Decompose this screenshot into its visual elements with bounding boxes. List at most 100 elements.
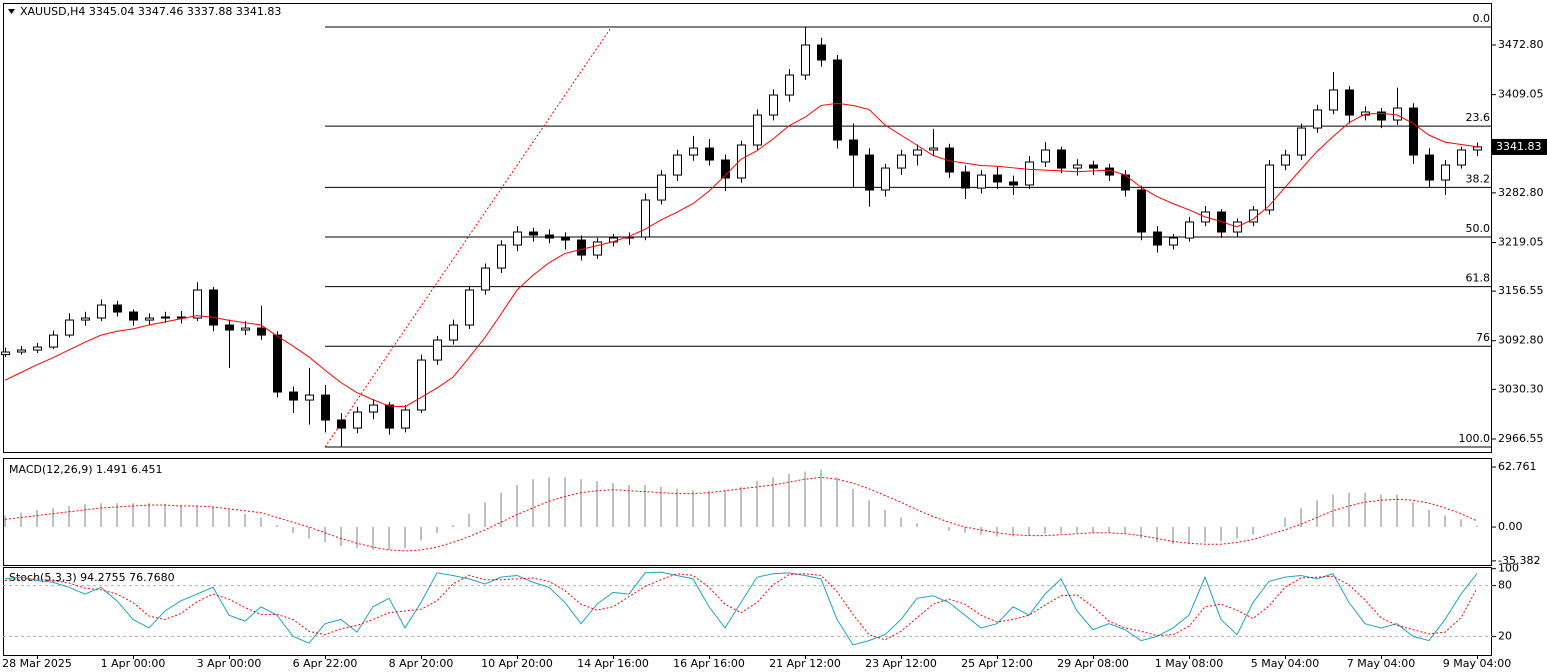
candle-body bbox=[193, 289, 202, 319]
candle-body bbox=[897, 154, 906, 169]
candle-body bbox=[929, 147, 938, 151]
candle-body bbox=[801, 44, 810, 76]
candle-body bbox=[1409, 107, 1418, 156]
candle-body bbox=[1425, 154, 1434, 181]
y-tick-label: 0.00 bbox=[1498, 520, 1523, 533]
candle-body bbox=[673, 154, 682, 176]
stoch-line bbox=[4, 573, 1478, 641]
candle-body bbox=[97, 304, 106, 319]
price-panel bbox=[3, 3, 1492, 453]
candle-body bbox=[977, 174, 986, 189]
candle-body bbox=[577, 239, 586, 256]
macd-panel bbox=[3, 458, 1492, 566]
x-tick-label: 29 Apr 08:00 bbox=[1057, 657, 1129, 670]
candle-body bbox=[257, 327, 266, 336]
candle-body bbox=[993, 174, 1002, 183]
x-tick-label: 9 May 04:00 bbox=[1443, 657, 1511, 670]
candle-body bbox=[1265, 164, 1274, 211]
y-tick-label: 3092.80 bbox=[1498, 334, 1544, 347]
trendline bbox=[324, 26, 612, 448]
candle-body bbox=[1153, 231, 1162, 246]
fib-label: 38.2 bbox=[1466, 172, 1491, 185]
candle-body bbox=[769, 94, 778, 116]
candle-body bbox=[433, 339, 442, 361]
candle-body bbox=[817, 44, 826, 61]
candle-body bbox=[145, 317, 154, 321]
fib-label: 23.6 bbox=[1466, 111, 1491, 124]
macd-title: MACD(12,26,9) 1.491 6.451 bbox=[9, 463, 163, 476]
candle-body bbox=[1, 351, 10, 356]
x-tick-label: 21 Apr 12:00 bbox=[769, 657, 841, 670]
candle-body bbox=[209, 289, 218, 326]
x-tick-label: 7 May 04:00 bbox=[1347, 657, 1415, 670]
candle-body bbox=[1009, 181, 1018, 186]
candle-body bbox=[1185, 221, 1194, 239]
y-tick-label: 3472.80 bbox=[1498, 38, 1544, 51]
candle-body bbox=[1457, 149, 1466, 166]
moving-average bbox=[4, 102, 1478, 408]
chart-title: XAUUSD,H4 3345.04 3347.46 3337.88 3341.8… bbox=[20, 5, 281, 18]
y-tick-label: 2966.55 bbox=[1498, 432, 1544, 445]
candle-body bbox=[353, 411, 362, 429]
x-tick-label: 1 May 08:00 bbox=[1155, 657, 1223, 670]
candle-body bbox=[737, 144, 746, 179]
y-tick-label: 80 bbox=[1498, 579, 1512, 592]
candle-body bbox=[65, 319, 74, 336]
x-tick-label: 10 Apr 20:00 bbox=[481, 657, 553, 670]
y-tick-label: 3282.80 bbox=[1498, 186, 1544, 199]
candle-body bbox=[1473, 146, 1482, 151]
candle-body bbox=[305, 394, 314, 401]
candle-body bbox=[49, 334, 58, 348]
candle-body bbox=[161, 316, 170, 319]
candle-body bbox=[321, 394, 330, 421]
x-tick-label: 14 Apr 16:00 bbox=[577, 657, 649, 670]
candle-body bbox=[385, 404, 394, 429]
collapse-arrow[interactable] bbox=[8, 9, 15, 14]
candle-body bbox=[273, 334, 282, 393]
candle-body bbox=[1169, 237, 1178, 246]
candle-body bbox=[961, 171, 970, 189]
candle-body bbox=[1025, 161, 1034, 186]
candle-body bbox=[721, 159, 730, 179]
y-tick-label: -35.382 bbox=[1498, 554, 1540, 567]
candle-body bbox=[1089, 164, 1098, 169]
candle-body bbox=[417, 359, 426, 411]
candle-body bbox=[753, 114, 762, 146]
x-tick-label: 23 Apr 12:00 bbox=[865, 657, 937, 670]
candle-body bbox=[17, 349, 26, 353]
candle-body bbox=[1393, 107, 1402, 121]
candle-body bbox=[1073, 164, 1082, 169]
candle-body bbox=[81, 317, 90, 321]
candle-body bbox=[657, 174, 666, 201]
candle-body bbox=[593, 241, 602, 256]
y-tick-label: 3409.05 bbox=[1498, 88, 1544, 101]
candle-body bbox=[1329, 89, 1338, 111]
candle-body bbox=[1057, 149, 1066, 169]
x-tick-label: 16 Apr 16:00 bbox=[673, 657, 745, 670]
candle-body bbox=[113, 304, 122, 313]
x-tick-label: 1 Apr 00:00 bbox=[101, 657, 166, 670]
candle-body bbox=[481, 267, 490, 291]
stoch-line bbox=[4, 571, 1478, 646]
candle-body bbox=[1297, 127, 1306, 156]
stoch-panel bbox=[3, 567, 1492, 656]
fib-label: 0.0 bbox=[1473, 12, 1491, 25]
candle-body bbox=[289, 391, 298, 401]
y-tick-label: 3219.05 bbox=[1498, 235, 1544, 248]
candle-body bbox=[401, 409, 410, 429]
candle-body bbox=[465, 289, 474, 326]
y-tick-label: 20 bbox=[1498, 629, 1512, 642]
signal-line bbox=[4, 476, 1478, 552]
candle-body bbox=[1041, 149, 1050, 163]
x-tick-label: 28 Mar 2025 bbox=[2, 657, 72, 670]
candle-body bbox=[33, 346, 42, 351]
candle-body bbox=[449, 324, 458, 341]
candle-body bbox=[641, 199, 650, 238]
candle-body bbox=[561, 237, 570, 241]
y-tick-label: 3030.30 bbox=[1498, 382, 1544, 395]
y-tick-label: 3156.55 bbox=[1498, 284, 1544, 297]
x-tick-label: 3 Apr 00:00 bbox=[197, 657, 262, 670]
stoch-title: Stoch(5,3,3) 94.2755 76.7680 bbox=[9, 571, 175, 584]
candle-body bbox=[1281, 154, 1290, 166]
x-tick-label: 8 Apr 20:00 bbox=[389, 657, 454, 670]
